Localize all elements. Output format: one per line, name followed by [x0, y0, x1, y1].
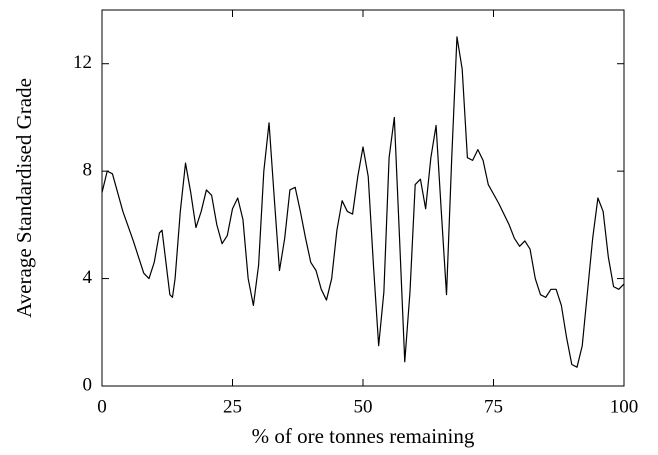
y-tick-label: 12 [73, 52, 92, 73]
x-axis-title: % of ore tonnes remaining [252, 424, 475, 448]
x-tick-label: 75 [484, 396, 503, 417]
x-tick-label: 25 [223, 396, 242, 417]
y-tick-label: 8 [83, 160, 93, 181]
x-tick-label: 0 [97, 396, 107, 417]
data-line [101, 36, 625, 368]
y-tick-label: 0 [83, 374, 93, 395]
y-axis-title: Average Standardised Grade [12, 78, 36, 318]
y-tick-label: 4 [83, 267, 93, 288]
x-tick-label: 50 [354, 396, 373, 417]
plot-frame [101, 9, 625, 387]
x-tick-label: 100 [610, 396, 639, 417]
